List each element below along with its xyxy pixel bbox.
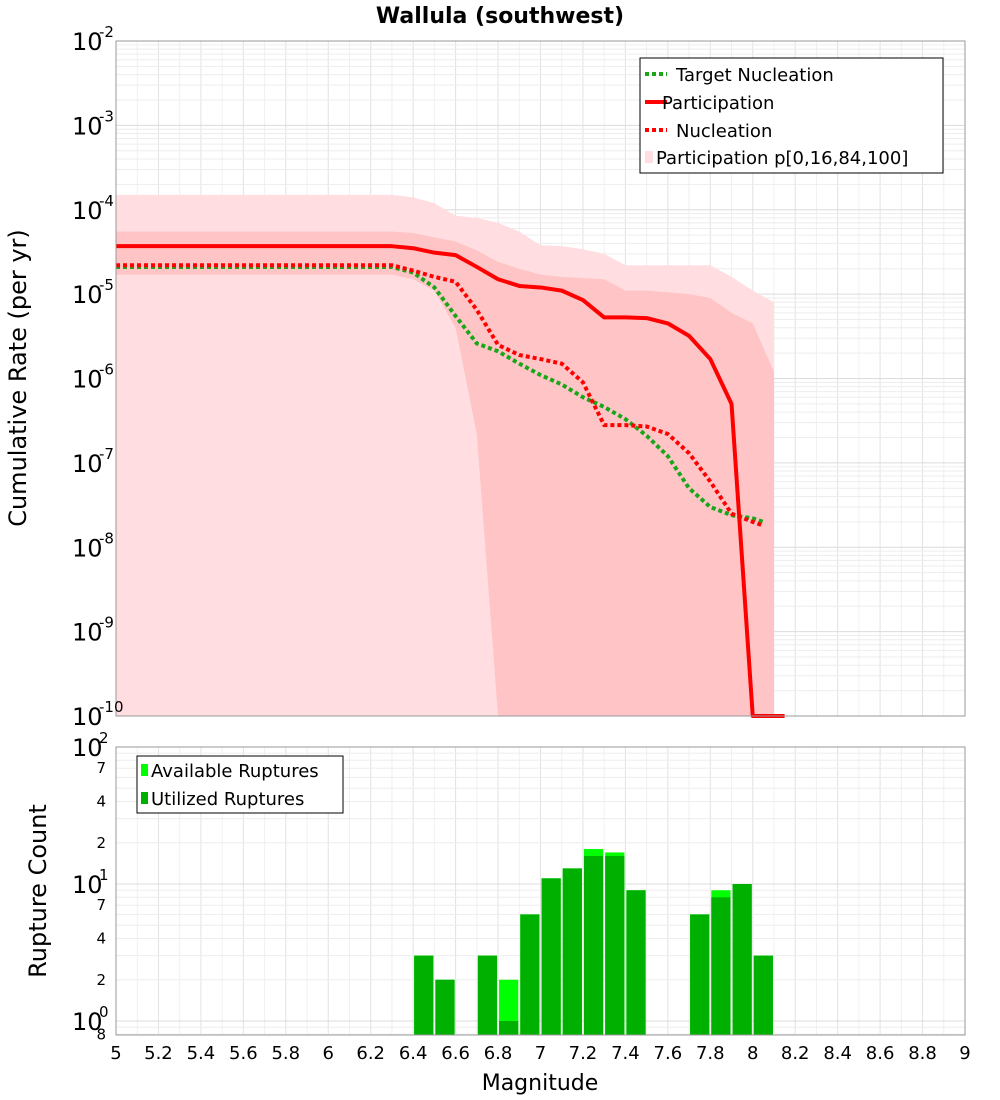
y-tick-exponent: 2 — [99, 729, 109, 747]
y-minor-tick-label: 7 — [96, 896, 106, 914]
y-minor-tick-label: 4 — [96, 793, 106, 811]
x-tick-label: 9 — [959, 1043, 970, 1064]
x-tick-label: 5.4 — [187, 1043, 216, 1064]
x-tick-label: 6.8 — [484, 1043, 513, 1064]
legend-participation-label: Participation — [662, 93, 774, 114]
y-tick-exponent: -3 — [99, 107, 114, 125]
bottom-plot-frame — [115, 746, 966, 1036]
x-tick-label: 6.4 — [399, 1043, 428, 1064]
x-tick-label: 5.8 — [271, 1043, 300, 1064]
legend-target-nucleation-label: Target Nucleation — [675, 65, 834, 86]
utilized-ruptures-bar — [414, 955, 434, 1035]
y-tick-label: 10 — [72, 28, 103, 56]
x-tick-label: 8.6 — [866, 1043, 895, 1064]
bottom-y-axis-label: Rupture Count — [24, 804, 52, 978]
utilized-ruptures-bar — [711, 897, 731, 1035]
x-tick-label: 7.6 — [654, 1043, 683, 1064]
legend-box — [639, 57, 944, 174]
x-tick-label: 5.2 — [144, 1043, 173, 1064]
y-minor-tick-label: 7 — [96, 759, 106, 777]
utilized-ruptures-bar — [477, 955, 498, 1035]
y-tick-label: 10 — [72, 734, 103, 762]
legend-available-ruptures-swatch — [141, 764, 148, 776]
top-y-axis-label: Cumulative Rate (per yr) — [4, 229, 32, 527]
utilized-ruptures-bar — [753, 955, 773, 1035]
y-tick-label: 10 — [72, 450, 103, 478]
y-tick-exponent: -6 — [99, 361, 114, 379]
x-tick-label: 5.6 — [229, 1043, 258, 1064]
y-tick-exponent: -8 — [99, 529, 114, 547]
y-tick-label: 10 — [72, 871, 103, 899]
x-tick-label: 7.2 — [569, 1043, 598, 1064]
utilized-ruptures-bar — [605, 856, 625, 1035]
y-minor-tick-label: 2 — [96, 971, 106, 989]
y-tick-label: 10 — [72, 534, 103, 562]
utilized-ruptures-bar — [499, 1021, 519, 1035]
x-tick-label: 5 — [110, 1043, 121, 1064]
x-tick-label: 8.4 — [823, 1043, 852, 1064]
x-tick-label: 7.4 — [611, 1043, 640, 1064]
x-axis-label: Magnitude — [482, 1071, 599, 1096]
x-tick-label: 6.2 — [356, 1043, 385, 1064]
x-tick-label: 6.6 — [441, 1043, 470, 1064]
y-minor-tick-label: 2 — [96, 834, 106, 852]
x-tick-label: 8.8 — [908, 1043, 937, 1064]
x-tick-label: 8.2 — [781, 1043, 810, 1064]
y-tick-label: 10 — [72, 366, 103, 394]
y-tick-label: 10 — [72, 1008, 103, 1036]
legend-participation-band-label: Participation p[0,16,84,100] — [656, 148, 908, 169]
utilized-ruptures-bar — [690, 914, 710, 1035]
y-tick-label: 10 — [72, 281, 103, 309]
x-tick-label: 8 — [747, 1043, 758, 1064]
y-tick-label: 10 — [72, 619, 103, 647]
y-tick-exponent: -4 — [99, 192, 114, 210]
legend-nucleation-label: Nucleation — [676, 121, 772, 142]
x-tick-label: 7.8 — [696, 1043, 725, 1064]
y-tick-label: 10 — [72, 197, 103, 225]
y-tick-label: 10 — [72, 112, 103, 140]
top-plot-frame — [115, 40, 966, 717]
y-tick-exponent: -5 — [99, 276, 114, 294]
chart-title: Wallula (southwest) — [376, 4, 624, 29]
bottom-legend: Available Ruptures Utilized Ruptures — [136, 755, 344, 814]
y-minor-tick-label: 4 — [96, 930, 106, 948]
y-tick-exponent: 0 — [99, 1003, 109, 1021]
legend-box — [136, 755, 344, 814]
participation-band-inner — [116, 231, 774, 716]
legend-utilized-ruptures-swatch — [141, 792, 148, 804]
utilized-ruptures-bar — [626, 890, 646, 1035]
legend-available-ruptures-label: Available Ruptures — [151, 761, 319, 782]
utilized-ruptures-bar — [541, 878, 561, 1035]
y-tick-label: 10 — [72, 703, 103, 731]
legend-utilized-ruptures-label: Utilized Ruptures — [151, 789, 304, 810]
y-tick-exponent: -9 — [99, 614, 114, 632]
y-tick-exponent: -7 — [99, 445, 114, 463]
utilized-ruptures-bar — [520, 914, 540, 1035]
y-tick-exponent: -2 — [99, 23, 114, 41]
participation-line — [116, 244, 785, 718]
utilized-ruptures-bar — [583, 856, 604, 1035]
target-nucleation-line — [116, 264, 764, 524]
y-minor-tick-label: 8 — [96, 1025, 106, 1043]
rate-plot-area: 10-1010-910-810-710-610-510-410-310-2Tar… — [72, 23, 966, 731]
y-tick-exponent: 1 — [99, 866, 109, 884]
utilized-ruptures-bar — [732, 884, 752, 1035]
x-tick-label: 7 — [535, 1043, 546, 1064]
legend-participation-band-swatch — [645, 151, 653, 163]
x-tick-label: 6 — [323, 1043, 334, 1064]
nucleation-line — [116, 263, 765, 528]
top-legend: Target Nucleation Participation Nucleation… — [639, 57, 944, 174]
y-tick-exponent: -10 — [99, 698, 124, 716]
utilized-ruptures-bar — [435, 979, 455, 1035]
utilized-ruptures-bar — [562, 868, 582, 1035]
